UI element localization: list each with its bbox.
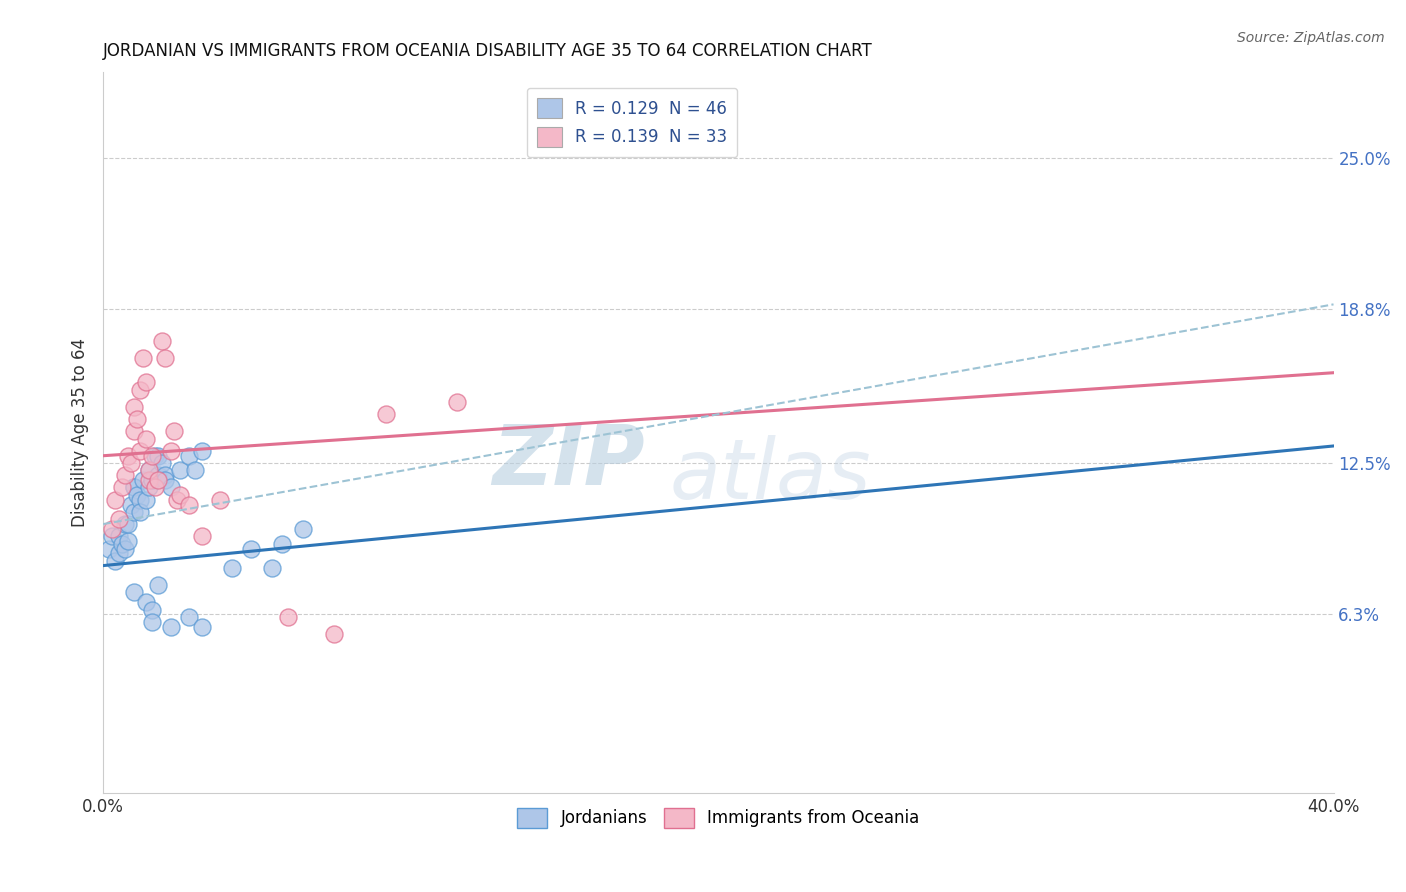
Point <box>122 505 145 519</box>
Point <box>122 585 145 599</box>
Point <box>141 473 163 487</box>
Point <box>179 498 201 512</box>
Point <box>138 463 160 477</box>
Point <box>138 463 160 477</box>
Point <box>117 449 139 463</box>
Point <box>148 578 170 592</box>
Point <box>114 541 136 556</box>
Point <box>221 561 243 575</box>
Point <box>135 432 157 446</box>
Point <box>145 480 167 494</box>
Point <box>132 351 155 365</box>
Point <box>169 463 191 477</box>
Point <box>120 456 142 470</box>
Point <box>145 449 167 463</box>
Point <box>107 546 129 560</box>
Point <box>148 449 170 463</box>
Legend: Jordanians, Immigrants from Oceania: Jordanians, Immigrants from Oceania <box>510 801 927 835</box>
Point <box>122 480 145 494</box>
Point <box>153 473 176 487</box>
Point <box>129 505 152 519</box>
Point <box>179 610 201 624</box>
Point <box>150 334 173 348</box>
Point <box>110 536 132 550</box>
Point <box>153 468 176 483</box>
Point <box>141 615 163 629</box>
Point <box>132 473 155 487</box>
Point <box>190 443 212 458</box>
Point <box>104 554 127 568</box>
Point <box>150 456 173 470</box>
Point <box>292 522 315 536</box>
Point <box>446 395 468 409</box>
Text: JORDANIAN VS IMMIGRANTS FROM OCEANIA DISABILITY AGE 35 TO 64 CORRELATION CHART: JORDANIAN VS IMMIGRANTS FROM OCEANIA DIS… <box>103 42 873 60</box>
Text: Source: ZipAtlas.com: Source: ZipAtlas.com <box>1237 31 1385 45</box>
Point <box>159 443 181 458</box>
Point <box>129 492 152 507</box>
Point <box>125 412 148 426</box>
Y-axis label: Disability Age 35 to 64: Disability Age 35 to 64 <box>72 338 89 527</box>
Point <box>138 473 160 487</box>
Point <box>148 473 170 487</box>
Point <box>114 468 136 483</box>
Point <box>129 383 152 397</box>
Point <box>159 480 181 494</box>
Point <box>107 529 129 543</box>
Point <box>107 512 129 526</box>
Point <box>122 425 145 439</box>
Point <box>135 376 157 390</box>
Point <box>129 443 152 458</box>
Point <box>208 492 231 507</box>
Text: ZIP: ZIP <box>492 421 644 502</box>
Point <box>159 620 181 634</box>
Point <box>153 351 176 365</box>
Point <box>138 480 160 494</box>
Point <box>239 541 262 556</box>
Point <box>101 529 124 543</box>
Text: atlas: atlas <box>669 435 870 516</box>
Point <box>117 534 139 549</box>
Point <box>163 425 186 439</box>
Point <box>190 620 212 634</box>
Point <box>120 498 142 512</box>
Point <box>277 610 299 624</box>
Point <box>190 529 212 543</box>
Point <box>270 536 292 550</box>
Point <box>179 449 201 463</box>
Point <box>98 541 121 556</box>
Point <box>110 480 132 494</box>
Point <box>262 561 284 575</box>
Point <box>114 517 136 532</box>
Point <box>141 602 163 616</box>
Point <box>104 492 127 507</box>
Point <box>101 522 124 536</box>
Point <box>122 480 145 494</box>
Point <box>122 400 145 414</box>
Point <box>135 595 157 609</box>
Point <box>141 449 163 463</box>
Point <box>135 492 157 507</box>
Point <box>184 463 207 477</box>
Point <box>169 488 191 502</box>
Point <box>117 517 139 532</box>
Point <box>375 407 398 421</box>
Point <box>322 627 344 641</box>
Point <box>148 468 170 483</box>
Point <box>125 488 148 502</box>
Point <box>166 492 188 507</box>
